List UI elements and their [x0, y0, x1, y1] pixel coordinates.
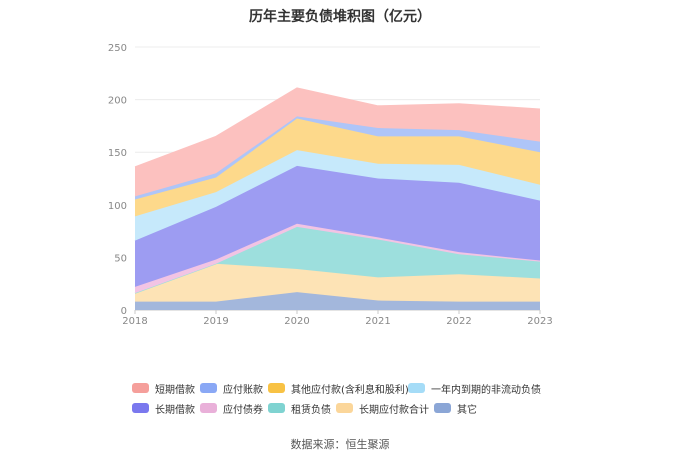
- chart-legend: 短期借款 应付账款 其他应付款(含利息和股利) 一年内到期的非流动负债 长期借款…: [132, 378, 572, 418]
- x-tick-label: 2019: [203, 316, 228, 327]
- legend-row-2: 长期借款 应付债券 租赁负债 长期应付款合计 其它: [132, 398, 572, 418]
- y-tick-label: 50: [114, 253, 127, 264]
- x-tick-label: 2020: [284, 316, 309, 327]
- legend-swatch: [200, 403, 217, 413]
- legend-swatch: [408, 383, 425, 393]
- stacked-area-chart: 0 50 100 150 200 250 2018 2019 2020 2021 2022 2023: [108, 43, 553, 327]
- legend-label: 应付账款: [223, 384, 263, 396]
- legend-item-bonds-payable[interactable]: 应付债券: [200, 401, 268, 416]
- legend-swatch: [132, 403, 149, 413]
- x-tick-label: 2021: [365, 316, 390, 327]
- legend-row-1: 短期借款 应付账款 其他应付款(含利息和股利) 一年内到期的非流动负债: [132, 378, 572, 398]
- x-tick-label: 2018: [122, 316, 147, 327]
- y-tick-label: 200: [108, 96, 127, 107]
- area-series: [135, 150, 540, 241]
- legend-label: 应付债券: [223, 404, 263, 416]
- legend-swatch: [268, 383, 285, 393]
- area-series: [135, 263, 540, 302]
- y-tick-label: 250: [108, 43, 127, 54]
- area-series: [135, 165, 540, 287]
- area-series: [135, 118, 540, 217]
- legend-swatch: [200, 383, 217, 393]
- legend-item-accounts-payable[interactable]: 应付账款: [200, 381, 268, 396]
- area-series: [135, 88, 540, 197]
- legend-swatch: [434, 403, 451, 413]
- legend-label: 其它: [457, 404, 477, 416]
- legend-label: 长期借款: [155, 404, 195, 416]
- x-tick-label: 2022: [446, 316, 471, 327]
- legend-label: 短期借款: [155, 384, 195, 396]
- y-tick-label: 100: [108, 201, 127, 212]
- legend-item-long-term-loans[interactable]: 长期借款: [132, 401, 200, 416]
- legend-item-long-term-payables[interactable]: 长期应付款合计: [336, 401, 434, 416]
- data-source-note: 数据来源：恒生聚源: [290, 438, 390, 451]
- legend-label: 租赁负债: [291, 404, 331, 416]
- chart-title: 历年主要负债堆积图（亿元）: [249, 9, 431, 25]
- legend-label: 一年内到期的非流动负债: [431, 384, 541, 396]
- series-line: [134, 87, 541, 168]
- y-tick-label: 0: [121, 306, 127, 317]
- area-series: [135, 292, 540, 310]
- legend-swatch: [336, 403, 353, 413]
- legend-item-short-term-loans[interactable]: 短期借款: [132, 381, 200, 396]
- legend-item-other-payables[interactable]: 其他应付款(含利息和股利): [268, 381, 409, 396]
- legend-item-current-noncurrent-liabilities[interactable]: 一年内到期的非流动负债: [408, 381, 548, 396]
- area-series: [135, 226, 540, 294]
- x-tick-label: 2023: [527, 316, 552, 327]
- legend-label: 其他应付款(含利息和股利): [291, 384, 409, 396]
- legend-swatch: [132, 383, 149, 393]
- legend-swatch: [268, 403, 285, 413]
- legend-item-other[interactable]: 其它: [434, 401, 484, 416]
- y-tick-label: 150: [108, 148, 127, 159]
- legend-item-lease-liabilities[interactable]: 租赁负债: [268, 401, 336, 416]
- legend-label: 长期应付款合计: [359, 404, 429, 416]
